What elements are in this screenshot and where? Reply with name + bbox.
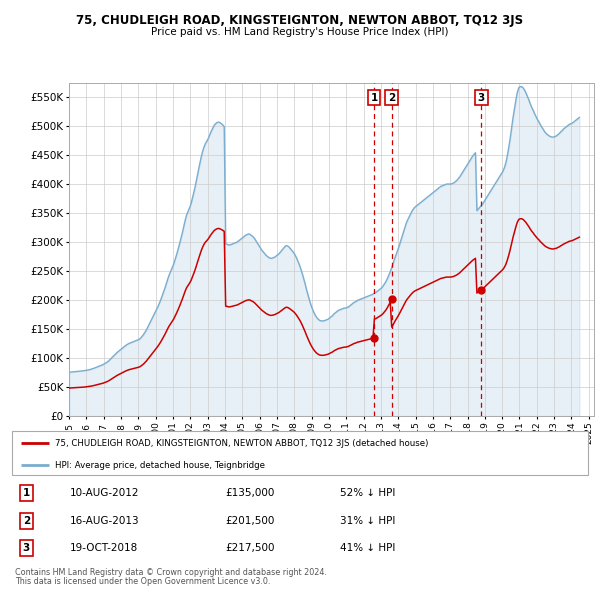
Text: 75, CHUDLEIGH ROAD, KINGSTEIGNTON, NEWTON ABBOT, TQ12 3JS (detached house): 75, CHUDLEIGH ROAD, KINGSTEIGNTON, NEWTO… [55,438,428,448]
Text: 31% ↓ HPI: 31% ↓ HPI [340,516,395,526]
Text: 2: 2 [23,516,30,526]
Text: 1: 1 [23,489,30,499]
Text: 10-AUG-2012: 10-AUG-2012 [70,489,139,499]
Text: £217,500: £217,500 [225,543,275,553]
Text: 1: 1 [370,93,378,103]
Text: 52% ↓ HPI: 52% ↓ HPI [340,489,395,499]
Text: £135,000: £135,000 [225,489,274,499]
Text: £201,500: £201,500 [225,516,274,526]
Text: 75, CHUDLEIGH ROAD, KINGSTEIGNTON, NEWTON ABBOT, TQ12 3JS: 75, CHUDLEIGH ROAD, KINGSTEIGNTON, NEWTO… [76,14,524,27]
Text: 3: 3 [23,543,30,553]
Text: 19-OCT-2018: 19-OCT-2018 [70,543,138,553]
Text: 16-AUG-2013: 16-AUG-2013 [70,516,139,526]
Text: HPI: Average price, detached house, Teignbridge: HPI: Average price, detached house, Teig… [55,461,265,470]
Text: 3: 3 [478,93,485,103]
Text: 2: 2 [388,93,395,103]
Text: Price paid vs. HM Land Registry's House Price Index (HPI): Price paid vs. HM Land Registry's House … [151,27,449,37]
Text: Contains HM Land Registry data © Crown copyright and database right 2024.: Contains HM Land Registry data © Crown c… [15,568,327,576]
Text: This data is licensed under the Open Government Licence v3.0.: This data is licensed under the Open Gov… [15,577,271,586]
Text: 41% ↓ HPI: 41% ↓ HPI [340,543,395,553]
FancyBboxPatch shape [12,431,588,475]
